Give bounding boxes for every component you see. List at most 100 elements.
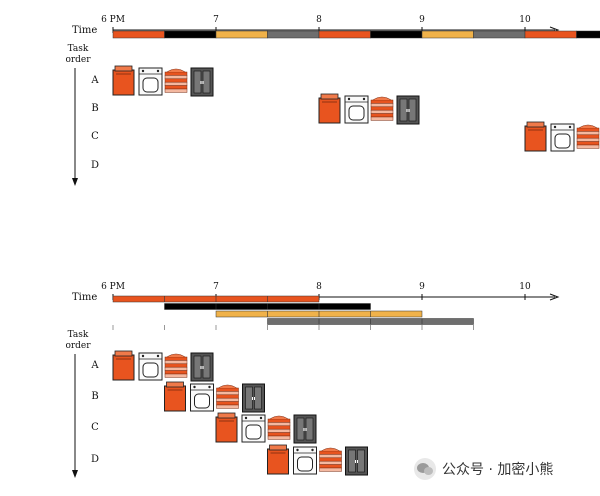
folded-clothes-layer bbox=[164, 81, 188, 86]
folder-icon bbox=[576, 124, 600, 149]
folded-clothes-layer bbox=[267, 425, 291, 430]
folded-clothes-layer bbox=[319, 460, 342, 465]
dryer-knob bbox=[156, 69, 160, 73]
folded-clothes-layer bbox=[216, 394, 239, 399]
closet-icon bbox=[190, 352, 214, 382]
dryer-door bbox=[142, 77, 159, 93]
folded-clothes-layer bbox=[576, 144, 600, 149]
dryer-door bbox=[348, 105, 365, 121]
task-order-label: order bbox=[65, 55, 91, 65]
sequential-closet-bar bbox=[267, 30, 320, 39]
task-order-arrow-head bbox=[72, 470, 78, 478]
folded-clothes-layer bbox=[164, 88, 188, 93]
dryer-icon bbox=[138, 67, 163, 96]
washer-icon bbox=[318, 93, 341, 124]
closet-icon bbox=[190, 67, 214, 97]
folded-clothes-top bbox=[321, 447, 340, 452]
folded-clothes-layer bbox=[164, 71, 188, 76]
folded-clothes-layer bbox=[216, 404, 239, 409]
washer-icon bbox=[112, 350, 135, 381]
folded-clothes-layer bbox=[164, 360, 188, 365]
time-tick-label: 10 bbox=[519, 282, 531, 292]
dryer-knob bbox=[193, 385, 196, 389]
dryer-knob bbox=[156, 354, 160, 358]
task-label: A bbox=[90, 360, 99, 371]
folded-clothes-layer bbox=[164, 366, 188, 371]
folder-icon bbox=[164, 353, 188, 378]
folded-clothes-layer bbox=[576, 141, 600, 146]
dryer-knob bbox=[553, 125, 557, 129]
closet-door-right bbox=[408, 98, 417, 122]
folded-clothes-layer bbox=[267, 432, 291, 437]
sequential-dryer-bar bbox=[164, 30, 217, 39]
time-axis-label: Time bbox=[72, 25, 97, 36]
closet-icon bbox=[242, 383, 265, 413]
time-tick-label: 8 bbox=[316, 15, 322, 25]
sequential-closet-bar bbox=[473, 30, 526, 39]
folded-clothes-layer bbox=[319, 457, 342, 462]
folded-clothes-layer bbox=[267, 435, 291, 440]
dryer-knob bbox=[311, 448, 314, 452]
folded-clothes-layer bbox=[370, 109, 394, 114]
washer-lid bbox=[269, 444, 287, 451]
closet-door-right bbox=[357, 449, 365, 473]
folded-clothes-layer bbox=[319, 450, 342, 455]
time-tick-label: 8 bbox=[316, 282, 322, 292]
dryer-icon bbox=[138, 352, 163, 381]
closet-door-right bbox=[202, 70, 211, 94]
folded-clothes-layer bbox=[319, 454, 342, 459]
folded-clothes-layer bbox=[267, 428, 291, 433]
sequential-washer-bar bbox=[112, 30, 165, 39]
time-tick-label: 10 bbox=[519, 15, 531, 25]
closet-door-left bbox=[245, 386, 253, 410]
dryer-icon bbox=[241, 414, 266, 443]
watermark-text: 公众号 · 加密小熊 bbox=[442, 462, 554, 478]
folded-clothes-layer bbox=[576, 127, 600, 132]
folded-clothes-layer bbox=[164, 75, 188, 80]
folded-clothes-layer bbox=[216, 397, 239, 402]
folded-clothes-top bbox=[372, 96, 392, 101]
folded-clothes-layer bbox=[164, 373, 188, 378]
washer-icon bbox=[267, 444, 289, 475]
folded-clothes-layer bbox=[164, 85, 188, 90]
folded-clothes-layer bbox=[319, 467, 342, 472]
wechat-icon bbox=[414, 458, 436, 480]
washer-lid bbox=[114, 65, 133, 72]
folder-icon bbox=[370, 96, 394, 121]
sequential-washer-bar bbox=[318, 30, 371, 39]
dryer-icon bbox=[293, 446, 317, 475]
dryer-door bbox=[245, 424, 262, 440]
folded-clothes-layer bbox=[370, 99, 394, 104]
time-tick-label: 7 bbox=[213, 15, 219, 25]
folded-clothes-layer bbox=[164, 370, 188, 375]
folded-clothes-layer bbox=[576, 137, 600, 142]
watermark: 公众号 · 加密小熊 bbox=[414, 458, 553, 480]
task-row-b bbox=[164, 381, 265, 413]
folded-clothes-top bbox=[166, 68, 186, 73]
closet-door-right bbox=[254, 386, 262, 410]
time-tick-label: 9 bbox=[419, 15, 425, 25]
dryer-knob bbox=[362, 97, 366, 101]
time-axis-label: Time bbox=[72, 292, 97, 303]
time-tick-label: 9 bbox=[419, 282, 425, 292]
task-row-d bbox=[267, 444, 368, 476]
folder-icon bbox=[164, 68, 188, 93]
task-row-c bbox=[524, 121, 600, 152]
task-row-c bbox=[215, 412, 317, 444]
closet-door-left bbox=[193, 355, 202, 379]
closet-door-left bbox=[193, 70, 202, 94]
washer-lid bbox=[526, 121, 545, 128]
dryer-knob bbox=[141, 69, 145, 73]
dryer-door bbox=[194, 393, 210, 409]
sequential-folder-bar bbox=[421, 30, 474, 39]
folded-clothes-layer bbox=[319, 464, 342, 469]
folded-clothes-top bbox=[578, 124, 598, 129]
closet-door-left bbox=[348, 449, 356, 473]
folded-clothes-layer bbox=[164, 363, 188, 368]
folded-clothes-layer bbox=[267, 418, 291, 423]
folded-clothes-top bbox=[269, 415, 289, 420]
time-axis-arrow bbox=[549, 293, 560, 301]
sequential-dryer-bar bbox=[576, 30, 600, 39]
task-order-label: Task bbox=[68, 330, 89, 340]
